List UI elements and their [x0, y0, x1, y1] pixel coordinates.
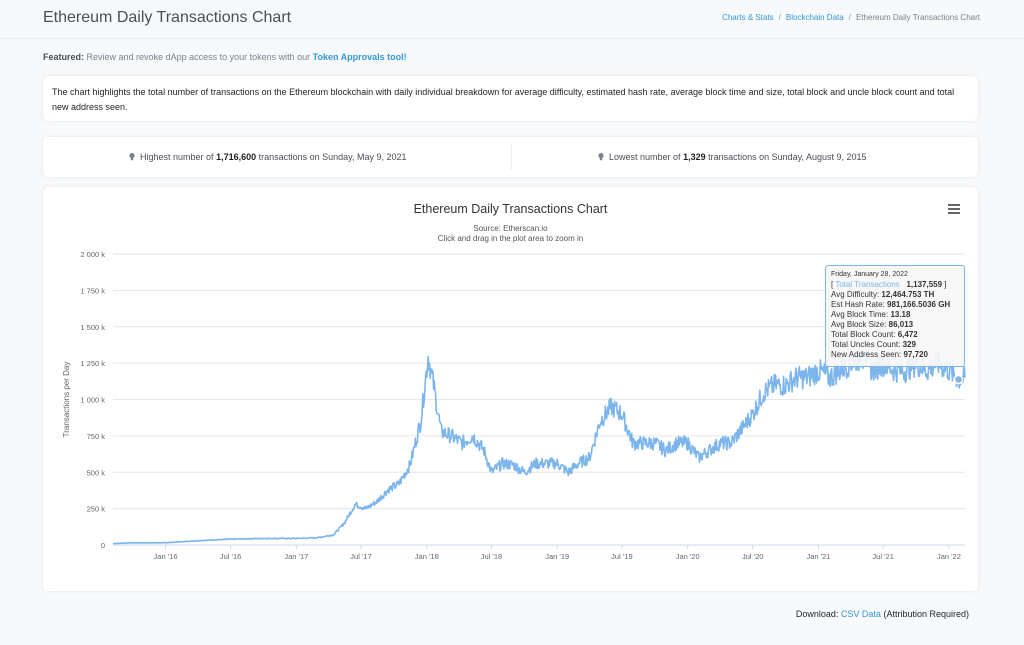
- lightbulb-icon: [598, 153, 604, 161]
- highest-value: 1,716,600: [216, 152, 257, 162]
- breadcrumb-separator: /: [778, 13, 781, 22]
- page-header: Ethereum Daily Transactions Chart Charts…: [0, 0, 1024, 39]
- y-axis-title: Transactions per Day: [62, 362, 71, 438]
- y-tick-label: 1 000 k: [80, 396, 105, 405]
- tooltip-series-row: [ Total Transactions 1,137,559 ]: [831, 280, 947, 289]
- chart-zoom-hint: Click and drag in the plot area to zoom …: [437, 234, 584, 243]
- x-tick-label: Jul '17: [350, 552, 371, 561]
- tooltip-row-value: 6,472: [897, 330, 918, 339]
- tooltip-row: Avg Block Time: 13.18: [831, 310, 959, 320]
- tooltip-row-label: Total Block Count:: [831, 330, 898, 339]
- tooltip-row-value: 13.18: [890, 310, 911, 319]
- y-tick-label: 750 k: [87, 432, 106, 441]
- tooltip-row: Total Uncles Count: 329: [831, 340, 959, 350]
- x-tick-label: Jan '22: [937, 552, 961, 561]
- tooltip-row: Avg Block Size: 86,013: [831, 320, 959, 330]
- x-tick-label: Jan '19: [545, 552, 569, 561]
- tooltip-series-value: 1,137,559: [906, 280, 943, 289]
- featured-label: Featured:: [43, 52, 85, 62]
- x-tick-label: Jul '18: [481, 552, 502, 561]
- chart-description: The chart highlights the total number of…: [52, 87, 955, 112]
- page-title: Ethereum Daily Transactions Chart: [43, 9, 292, 26]
- tooltip-row: Est Hash Rate: 981,166.5036 GH: [831, 300, 959, 310]
- highest-suffix: transactions on Sunday, May 9, 2021: [258, 152, 407, 162]
- lowest-value: 1,329: [683, 152, 706, 162]
- y-tick-label: 1 250 k: [80, 359, 105, 368]
- x-tick-label: Jul '19: [611, 552, 632, 561]
- x-tick-label: Jul '20: [742, 552, 763, 561]
- featured-banner: Featured: Review and revoke dApp access …: [43, 52, 407, 62]
- x-tick-label: Jul '16: [220, 552, 241, 561]
- tooltip-row: Avg Difficulty: 12,464.753 TH: [831, 290, 959, 300]
- highlight-point: [953, 374, 964, 385]
- x-tick-label: Jan '21: [806, 552, 830, 561]
- tooltip-rows: Avg Difficulty: 12,464.753 TH Est Hash Ra…: [831, 290, 959, 360]
- y-tick-label: 1 750 k: [80, 286, 105, 295]
- tooltip-row-value: 981,166.5036 GH: [887, 300, 951, 309]
- tooltip-row-value: 97,720: [903, 350, 928, 359]
- y-tick-label: 500 k: [87, 468, 106, 477]
- y-tick-label: 250 k: [87, 505, 106, 514]
- tooltip-row-label: Avg Block Size:: [831, 320, 889, 329]
- tooltip-series-name: Total Transactions: [835, 280, 900, 289]
- stats-divider: [511, 144, 512, 170]
- highest-prefix: Highest number of: [140, 152, 214, 162]
- y-tick-label: 0: [101, 541, 105, 550]
- x-tick-label: Jan '17: [284, 552, 308, 561]
- breadcrumb: Charts & Stats / Blockchain Data / Ethereum …: [722, 13, 980, 22]
- featured-text: Review and revoke dApp access to your to…: [86, 52, 311, 62]
- lowest-suffix: transactions on Sunday, August 9, 2015: [708, 152, 867, 162]
- chart-source: Source: Etherscan.io: [473, 224, 548, 233]
- chart-title: Ethereum Daily Transactions Chart: [413, 202, 608, 216]
- breadcrumb-separator: /: [848, 13, 851, 22]
- lowest-stat: Lowest number of 1,329 transactions on S…: [598, 152, 867, 162]
- x-tick-label: Jan '20: [676, 552, 700, 561]
- highest-stat: Highest number of 1,716,600 transactions…: [129, 152, 407, 162]
- series-line-total-transactions: [112, 345, 966, 545]
- tooltip-row: New Address Seen: 97,720: [831, 350, 959, 360]
- chart-card: Ethereum Daily Transactions Chart Source…: [43, 187, 978, 591]
- y-tick-label: 1 500 k: [80, 323, 105, 332]
- breadcrumb-blockchain-data[interactable]: Blockchain Data: [785, 13, 844, 22]
- token-approvals-link[interactable]: Token Approvals tool!: [312, 52, 407, 62]
- tooltip-row-value: 12,464.753 TH: [881, 290, 935, 299]
- attribution-note: (Attribution Required): [880, 609, 969, 619]
- breadcrumb-current: Ethereum Daily Transactions Chart: [855, 13, 980, 22]
- chart-plot-area[interactable]: 0 250 k 500 k 750 k 1 000 k 1 250 k 1 500 k 1 7…: [43, 187, 978, 591]
- x-tick-label: Jan '16: [154, 552, 178, 561]
- tooltip-row-label: Total Uncles Count:: [831, 340, 903, 349]
- download-row: Download: CSV Data (Attribution Required…: [796, 609, 969, 619]
- lightbulb-icon: [129, 153, 135, 161]
- csv-data-link[interactable]: CSV Data: [840, 609, 881, 619]
- tooltip-row-label: Avg Block Time:: [831, 310, 891, 319]
- tooltip-row-label: Est Hash Rate:: [831, 300, 888, 309]
- tooltip-row-value: 329: [902, 340, 916, 349]
- tooltip-row-label: New Address Seen:: [831, 350, 904, 359]
- breadcrumb-charts-stats[interactable]: Charts & Stats: [722, 13, 774, 22]
- lowest-prefix: Lowest number of: [609, 152, 681, 162]
- tooltip-row-value: 86,013: [888, 320, 914, 329]
- tooltip-row-label: Avg Difficulty:: [831, 290, 882, 299]
- hamburger-menu-icon[interactable]: [948, 204, 960, 214]
- chart-tooltip: Friday, January 28, 2022 [ Total Transac…: [825, 265, 965, 367]
- x-tick-label: Jul '21: [872, 552, 893, 561]
- stats-card: Highest number of 1,716,600 transactions…: [43, 137, 978, 177]
- tooltip-date: Friday, January 28, 2022: [831, 271, 908, 278]
- download-label: Download:: [795, 609, 841, 619]
- x-tick-label: Jan '18: [415, 552, 439, 561]
- description-card: The chart highlights the total number of…: [43, 76, 978, 121]
- y-tick-label: 2 000 k: [80, 250, 105, 259]
- tooltip-row: Total Block Count: 6,472: [831, 330, 959, 340]
